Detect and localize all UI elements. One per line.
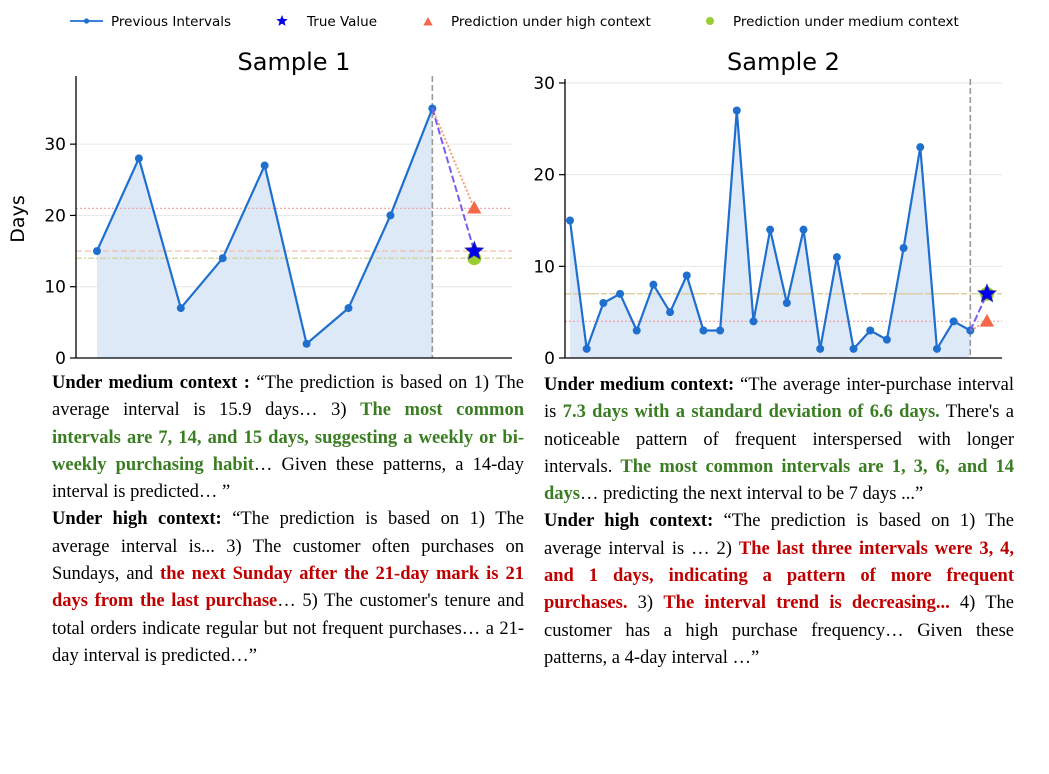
area-fill xyxy=(96,108,433,358)
medium-context-label: Under medium context : xyxy=(52,373,250,393)
y-axis-label: Days xyxy=(7,195,29,242)
legend-circle-swatch xyxy=(706,17,714,25)
text-segment: “The prediction is based on 1) The avera… xyxy=(52,373,524,421)
sample-1-explanation: Under medium context : “The prediction i… xyxy=(52,370,524,670)
chart-title: Sample 1 xyxy=(238,48,351,76)
data-point xyxy=(916,143,925,152)
highlight-green: 7.3 days with a standard deviation of 6.… xyxy=(562,402,940,423)
data-point xyxy=(582,344,591,353)
legend-label: Previous Intervals xyxy=(111,14,231,30)
data-point xyxy=(386,211,395,220)
data-point xyxy=(749,317,758,326)
medium-context-paragraph: Under medium context: “The average inter… xyxy=(544,372,1014,508)
data-point xyxy=(218,254,227,263)
data-point xyxy=(716,326,725,335)
data-point xyxy=(176,304,185,313)
data-point xyxy=(599,299,608,307)
text-segment: There's a noticeable pattern of frequent… xyxy=(544,402,1015,477)
high-context-prediction-marker xyxy=(979,313,995,327)
data-point xyxy=(699,326,708,335)
text-segment: “The average inter-purchase interval is xyxy=(544,375,1014,423)
high-context-label: Under high context: xyxy=(52,509,222,530)
data-point xyxy=(92,247,101,256)
data-point xyxy=(566,216,575,225)
y-tick-label: 30 xyxy=(533,74,555,94)
data-point xyxy=(832,253,841,262)
text-segment: “The prediction is based on 1) The avera… xyxy=(544,511,1014,559)
data-point xyxy=(866,326,875,335)
data-point xyxy=(632,326,641,335)
data-point xyxy=(732,106,741,115)
data-point xyxy=(649,280,658,289)
legend-label: True Value xyxy=(306,14,377,30)
legend-label: Prediction under medium context xyxy=(733,14,959,30)
text-segment: 3) xyxy=(627,593,664,614)
high-prediction-connector xyxy=(431,108,476,209)
data-point xyxy=(932,344,941,353)
data-point xyxy=(682,271,691,280)
medium-context-paragraph: Under medium context : “The prediction i… xyxy=(52,370,524,506)
data-point xyxy=(899,244,908,252)
data-point xyxy=(882,335,891,344)
legend-triangle-swatch xyxy=(423,17,433,26)
data-point xyxy=(302,339,311,348)
legend-item: Previous Intervals xyxy=(70,14,231,30)
y-tick-label: 30 xyxy=(44,135,66,155)
y-tick-label: 20 xyxy=(533,166,555,186)
true-value-connector xyxy=(431,108,476,252)
high-context-label: Under high context: xyxy=(544,511,714,532)
legend-item: True Value xyxy=(276,14,377,30)
data-point xyxy=(849,344,858,353)
y-tick-label: 0 xyxy=(55,349,66,369)
text-segment: … predicting the next interval to be 7 d… xyxy=(580,484,924,505)
data-point xyxy=(344,304,353,313)
data-point xyxy=(766,225,775,234)
data-point xyxy=(782,299,791,307)
true-value-marker xyxy=(976,283,998,303)
text-segment: … 5) The customer's tenure and total ord… xyxy=(52,591,524,666)
text-segment: 4) The customer has a high purchase freq… xyxy=(544,593,1014,668)
legend-dot-swatch xyxy=(83,18,90,24)
data-point xyxy=(616,289,625,298)
data-point xyxy=(260,161,269,170)
data-point xyxy=(666,308,675,317)
high-context-paragraph: Under high context: “The prediction is b… xyxy=(52,506,524,670)
chart-title: Sample 2 xyxy=(727,48,840,76)
text-segment: … Given these patterns, a 14-day interva… xyxy=(52,454,524,503)
y-tick-label: 10 xyxy=(44,278,66,298)
high-context-prediction-marker xyxy=(467,200,482,214)
legend-label: Prediction under high context xyxy=(451,14,651,30)
legend-star-swatch xyxy=(276,15,288,26)
sample-2-explanation: Under medium context: “The average inter… xyxy=(544,372,1014,672)
y-tick-label: 20 xyxy=(44,206,66,226)
y-tick-label: 10 xyxy=(533,257,555,277)
highlight-green: The most common intervals are 1, 3, 6, a… xyxy=(544,456,1015,505)
true-value-marker xyxy=(464,240,485,260)
highlight-red: The interval trend is decreasing... xyxy=(663,593,950,614)
chart-legend: Previous Intervals True Value Prediction u… xyxy=(70,14,959,30)
y-tick-label: 0 xyxy=(544,349,555,369)
data-point xyxy=(949,317,958,326)
highlight-red: the next Sunday after the 21-day mark is… xyxy=(52,564,524,612)
medium-context-label: Under medium context: xyxy=(544,375,735,395)
data-point xyxy=(134,154,143,163)
text-segment: “The prediction is based on 1) The avera… xyxy=(52,509,525,585)
sample-1-chart: Sample 1 0 10 20 30 Days xyxy=(7,48,512,369)
highlight-green: The most common intervals are 7, 14, and… xyxy=(52,400,524,475)
legend-item: Prediction under high context xyxy=(423,14,651,30)
data-point xyxy=(816,344,825,353)
highlight-red: The last three intervals were 3, 4, and … xyxy=(544,538,1014,614)
data-point xyxy=(799,225,808,234)
sample-2-chart: Sample 2 0 10 20 30 xyxy=(533,48,1002,369)
legend-item: Prediction under medium context xyxy=(706,14,959,30)
high-prediction-connector xyxy=(969,320,988,332)
high-context-paragraph: Under high context: “The prediction is b… xyxy=(544,508,1014,672)
